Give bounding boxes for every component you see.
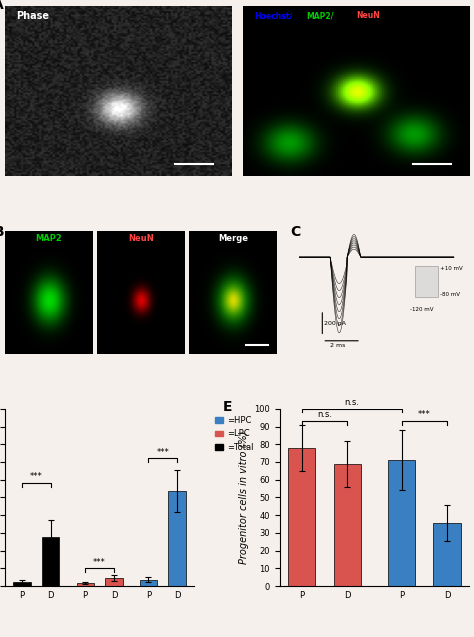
Text: B: B [0,225,5,238]
Text: +10 mV: +10 mV [440,266,463,271]
Text: ***: *** [156,448,169,457]
Text: C: C [291,225,301,238]
Bar [334,464,361,586]
Bar [288,448,316,586]
Text: NeuN: NeuN [356,11,380,20]
Text: Merge: Merge [218,234,248,243]
Text: MAP2/: MAP2/ [306,11,334,20]
Text: 200 pA: 200 pA [324,320,346,326]
Bar [13,582,31,586]
Bar [433,523,461,586]
Text: Hoechst/: Hoechst/ [254,11,292,20]
Text: MAP2: MAP2 [35,234,62,243]
Text: A: A [0,0,4,12]
Text: n.s.: n.s. [317,410,332,419]
FancyBboxPatch shape [415,266,438,297]
Bar [77,583,94,586]
Bar [42,537,59,586]
Text: NeuN: NeuN [128,234,154,243]
Legend: =HPC, =LPC, =Total: =HPC, =LPC, =Total [212,413,256,455]
Bar [388,460,415,586]
Text: n.s.: n.s. [344,398,359,407]
Text: -120 mV: -120 mV [410,307,434,312]
Bar [168,491,186,586]
Text: ***: *** [418,410,431,419]
Y-axis label: Progenitor cells in vitro (%): Progenitor cells in vitro (%) [238,431,249,564]
Text: E: E [223,400,232,414]
Bar [105,578,122,586]
Text: ***: *** [30,473,43,482]
Text: ***: *** [93,557,106,566]
Text: 2 ms: 2 ms [330,343,346,348]
Text: Phase: Phase [16,11,49,22]
Text: -80 mV: -80 mV [440,292,460,297]
Bar [140,580,157,586]
